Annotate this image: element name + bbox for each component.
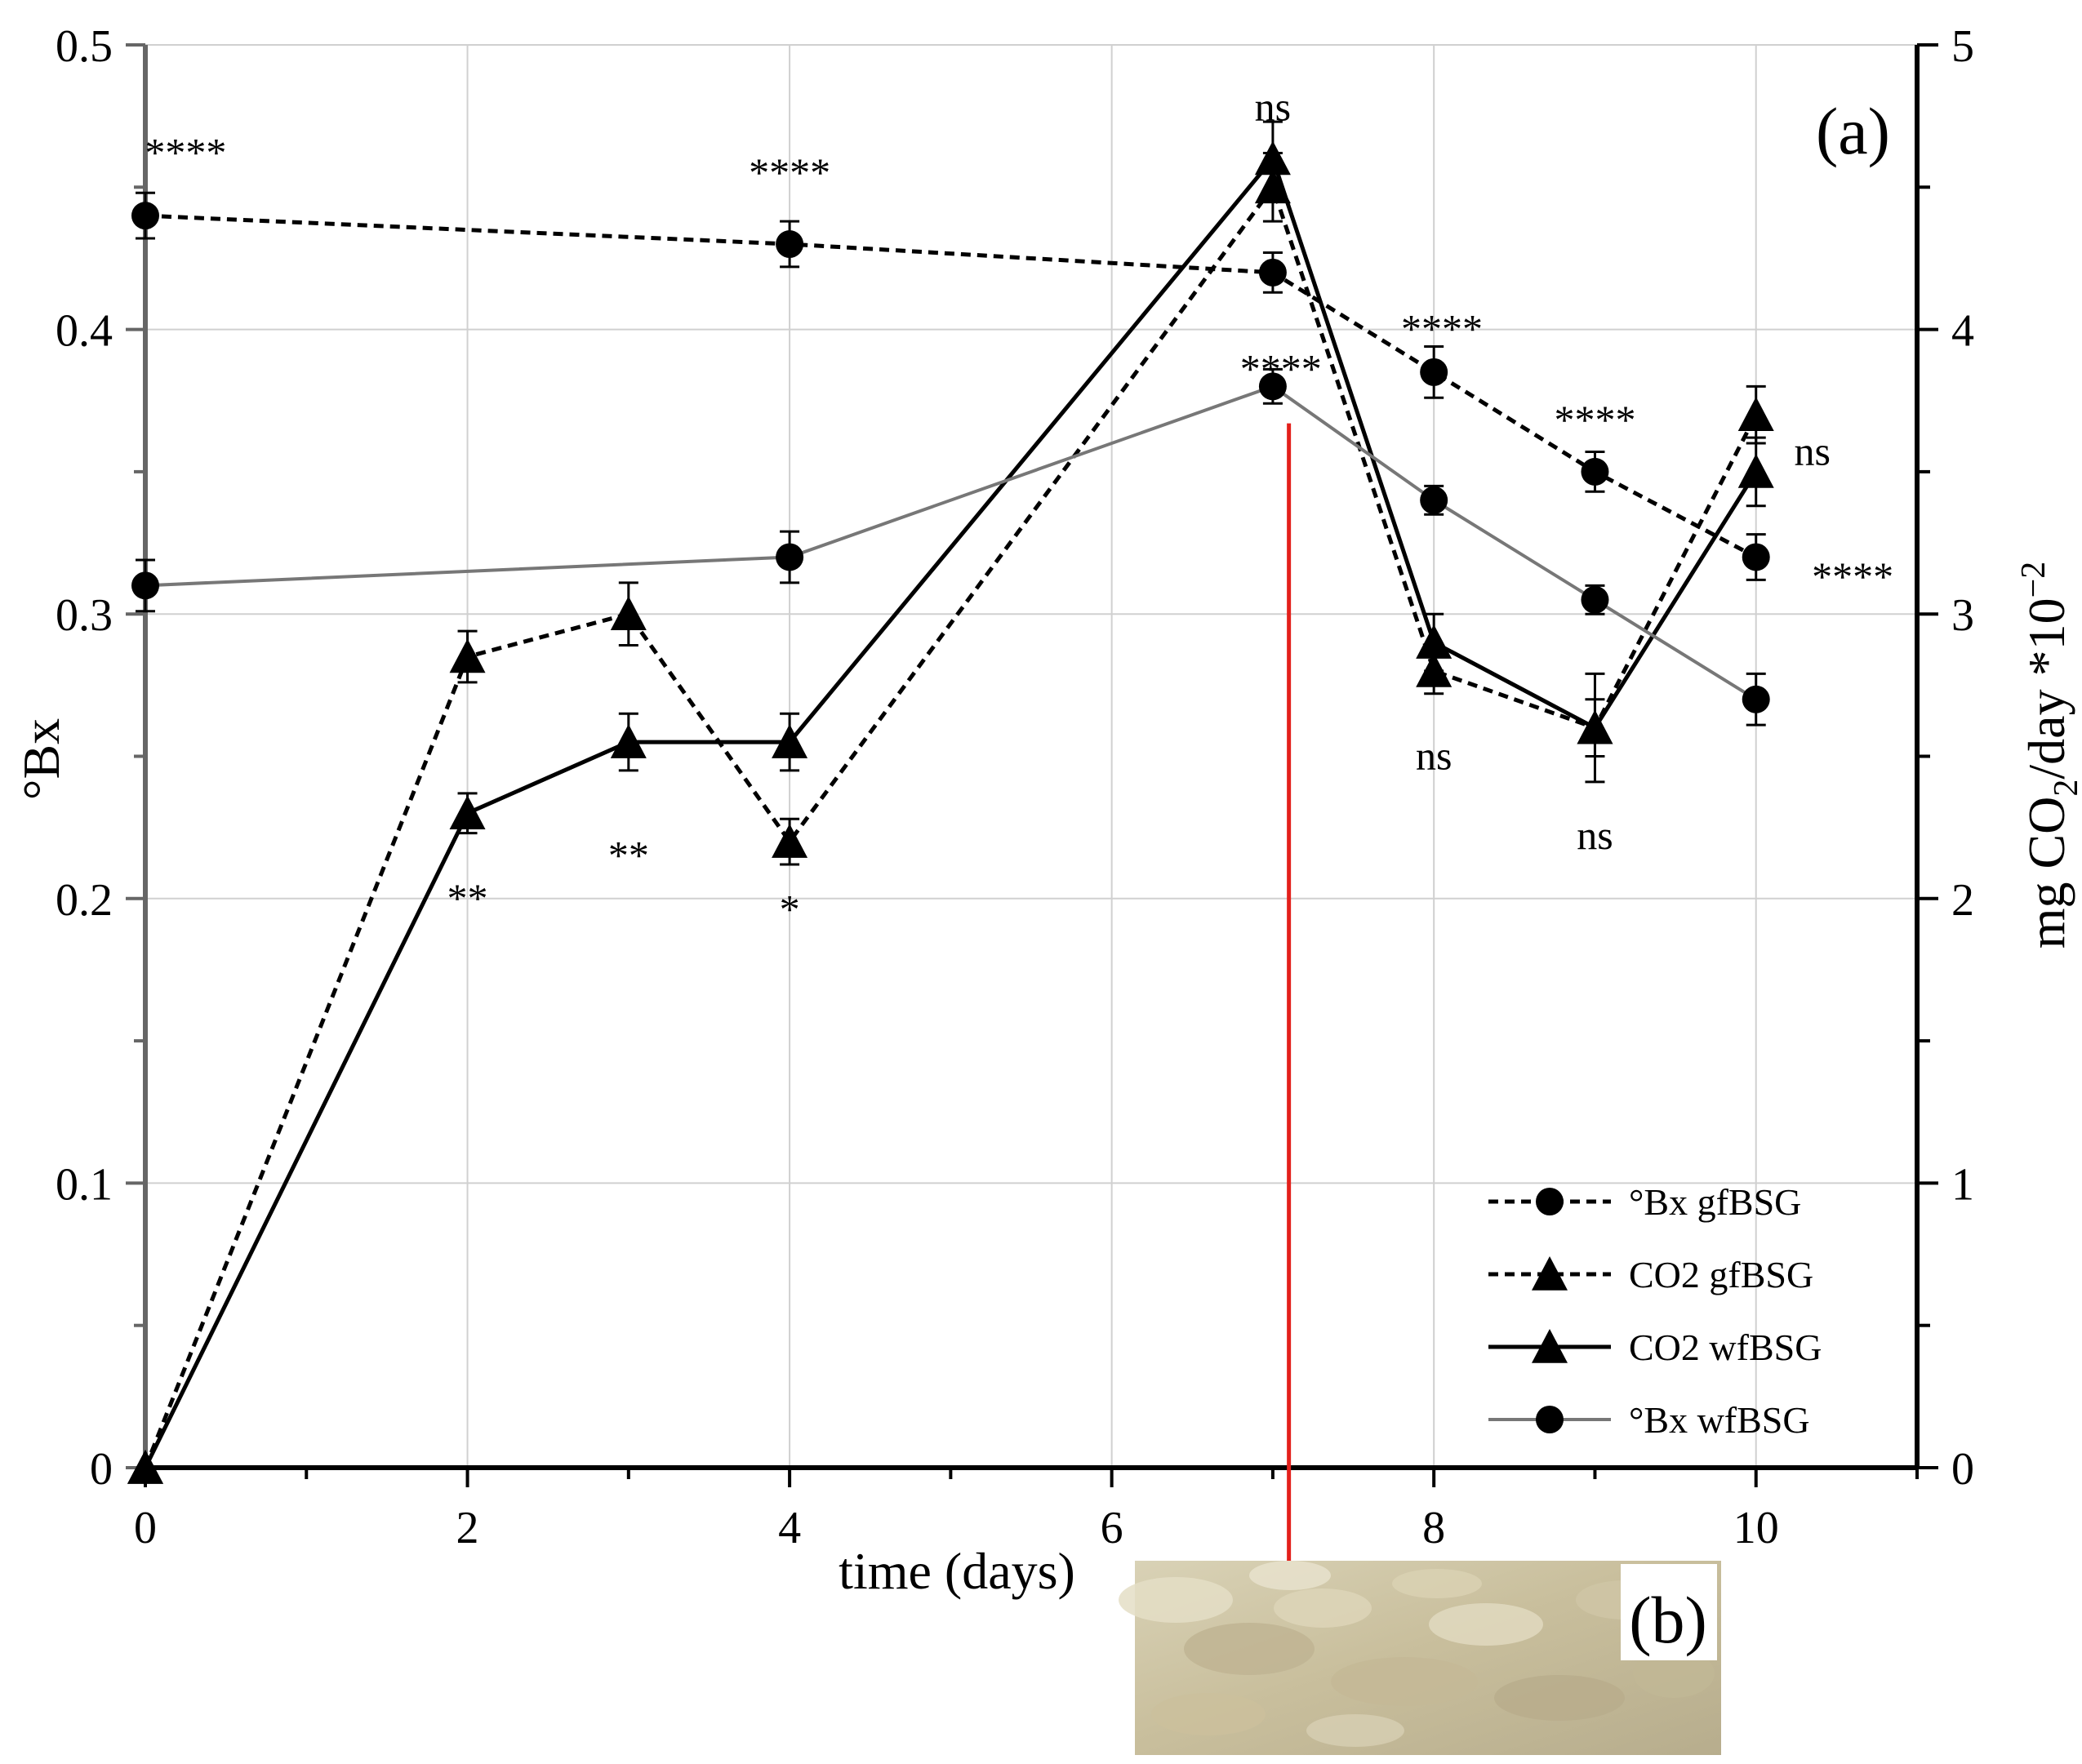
significance-label: ns xyxy=(1577,812,1613,858)
inset-texture-blob xyxy=(1184,1623,1315,1675)
inset-photo: (b) xyxy=(1119,1561,1721,1755)
significance-label: ns xyxy=(1416,733,1452,779)
inset-label-box xyxy=(1621,1564,1717,1660)
data-point xyxy=(1737,453,1774,488)
legend-swatch-marker xyxy=(1536,1406,1564,1433)
data-point xyxy=(127,1450,163,1484)
x-tick-label: 0 xyxy=(134,1503,157,1553)
series-co2-wfbsg xyxy=(127,120,1774,1484)
panel-label-b: (b) xyxy=(1629,1583,1707,1657)
legend-label: °Bx wfBSG xyxy=(1629,1399,1810,1441)
inset-texture-blob xyxy=(1331,1657,1478,1706)
legend-label: CO2 gfBSG xyxy=(1629,1254,1813,1295)
significance-label: ns xyxy=(1795,428,1831,473)
y-axis-right-title-sup: −2 xyxy=(2015,562,2053,598)
legend-entry: °Bx gfBSG xyxy=(1488,1181,1801,1223)
significance-label: **** xyxy=(1554,397,1635,442)
y-right-tick-label: 4 xyxy=(1951,306,1974,357)
x-tick-label: 2 xyxy=(456,1503,479,1553)
y-axis-left-title: °Bx xyxy=(12,718,70,800)
significance-label: ** xyxy=(608,833,649,878)
series--bx-wfbsg xyxy=(131,367,1770,726)
y-left-tick-label: 0.3 xyxy=(56,590,113,641)
inset-texture-blob xyxy=(1274,1588,1372,1628)
data-point xyxy=(1416,624,1453,659)
y-left-tick-label: 0 xyxy=(90,1444,113,1495)
legend-swatch-marker xyxy=(1536,1188,1564,1215)
legend-swatch-marker xyxy=(1532,1256,1568,1291)
data-point xyxy=(131,202,159,230)
data-point xyxy=(131,571,159,600)
data-point xyxy=(1737,397,1774,431)
series-line xyxy=(143,182,1758,1469)
panel-label-a: (a) xyxy=(1816,94,1890,168)
legend-entry: °Bx wfBSG xyxy=(1488,1399,1810,1441)
legend-entry: CO2 gfBSG xyxy=(1488,1254,1813,1295)
x-tick-label: 4 xyxy=(778,1503,801,1553)
significance-label: **** xyxy=(749,149,830,195)
legend-swatch-marker xyxy=(1532,1329,1568,1363)
significance-label: ** xyxy=(447,875,488,921)
legend-label: CO2 wfBSG xyxy=(1629,1326,1822,1368)
y-left-tick-label: 0.1 xyxy=(56,1159,113,1210)
series-line xyxy=(145,384,1757,701)
y-right-tick-label: 3 xyxy=(1951,590,1974,641)
y-right-tick-label: 5 xyxy=(1951,21,1974,72)
y-left-tick-label: 0.5 xyxy=(56,21,113,72)
x-tick-label: 10 xyxy=(1733,1503,1779,1553)
data-point xyxy=(1258,372,1287,401)
y-axis-right-title-main: mg CO xyxy=(2017,797,2075,949)
data-point xyxy=(1254,140,1291,176)
data-point xyxy=(776,543,804,571)
data-point xyxy=(1258,258,1287,287)
data-point xyxy=(1742,543,1770,571)
series-co2-gfbsg xyxy=(127,151,1774,1484)
data-point xyxy=(1577,709,1613,744)
y-left-tick-label: 0.2 xyxy=(56,875,113,926)
inset-texture-blob xyxy=(1429,1603,1543,1646)
significance-label: ns xyxy=(1255,84,1291,130)
significance-label: **** xyxy=(1812,553,1893,599)
inset-texture-blob xyxy=(1306,1714,1404,1747)
y-right-tick-label: 0 xyxy=(1951,1444,1974,1495)
x-tick-label: 8 xyxy=(1422,1503,1445,1553)
y-axis-right-title-tail: /day *10 xyxy=(2017,598,2075,779)
series--bx-gfbsg xyxy=(131,191,1770,581)
legend-entry: CO2 wfBSG xyxy=(1488,1326,1822,1368)
data-point xyxy=(772,824,808,858)
data-point xyxy=(772,724,808,758)
inset-texture-blob xyxy=(1494,1675,1625,1721)
data-point xyxy=(1581,585,1609,614)
data-point xyxy=(1420,358,1448,386)
inset-texture-blob xyxy=(1119,1577,1233,1623)
x-axis-title: time (days) xyxy=(839,1542,1075,1600)
data-point xyxy=(776,230,804,259)
y-right-tick-label: 2 xyxy=(1951,875,1974,926)
significance-label: **** xyxy=(145,129,226,175)
significance-label: **** xyxy=(1401,306,1483,352)
x-tick-label: 6 xyxy=(1101,1503,1123,1553)
y-right-tick-label: 1 xyxy=(1951,1159,1974,1210)
y-axis-right-title: mg CO2/day *10−2 xyxy=(2015,562,2082,949)
data-point xyxy=(449,638,486,673)
data-point xyxy=(610,596,647,630)
inset-texture-blob xyxy=(1633,1649,1715,1698)
data-point xyxy=(449,795,486,830)
data-point xyxy=(610,724,647,758)
significance-label: * xyxy=(780,886,800,932)
inset-texture-blob xyxy=(1151,1693,1266,1735)
inset-texture-blob xyxy=(1392,1569,1482,1598)
series-line xyxy=(143,154,1758,1469)
data-point xyxy=(1581,457,1609,486)
data-point xyxy=(1742,685,1770,713)
data-point xyxy=(1420,486,1448,514)
y-left-tick-label: 0.4 xyxy=(56,306,113,357)
significance-label: **** xyxy=(1240,345,1322,391)
inset-texture-blob xyxy=(1249,1561,1331,1590)
y-axis-right-title-sub: 2 xyxy=(2048,780,2082,797)
legend-label: °Bx gfBSG xyxy=(1629,1181,1801,1223)
series-line xyxy=(145,213,1757,559)
